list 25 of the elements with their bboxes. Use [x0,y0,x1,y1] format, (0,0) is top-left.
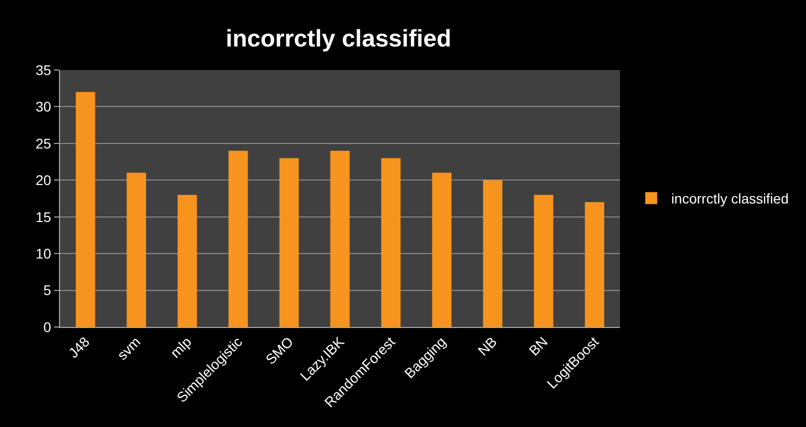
x-tick-label: J48 [65,333,93,361]
bar [126,172,146,327]
x-tick-label: BN [526,334,551,359]
y-tick-label: 30 [36,98,52,115]
bar [279,158,299,327]
x-tick-label: svm [114,334,144,364]
y-tick-label: 0 [43,318,52,335]
legend-label: incorrctly classified [671,190,789,207]
bar [584,202,604,327]
y-tick-label: 15 [36,208,52,225]
bar [330,150,350,327]
y-tick-label: 35 [36,62,52,78]
bar [178,194,197,327]
bar [381,158,401,327]
bar [432,172,452,327]
x-tick-label: NB [474,334,500,359]
bar [534,194,554,327]
bar [76,92,96,327]
y-tick-label: 20 [36,172,52,188]
y-tick-label: 5 [43,282,52,298]
chart-title: incorrctly classified [226,26,452,53]
bar [483,180,502,327]
y-tick-label: 25 [36,135,52,152]
y-tick-label: 10 [36,245,52,262]
bar [228,150,248,327]
